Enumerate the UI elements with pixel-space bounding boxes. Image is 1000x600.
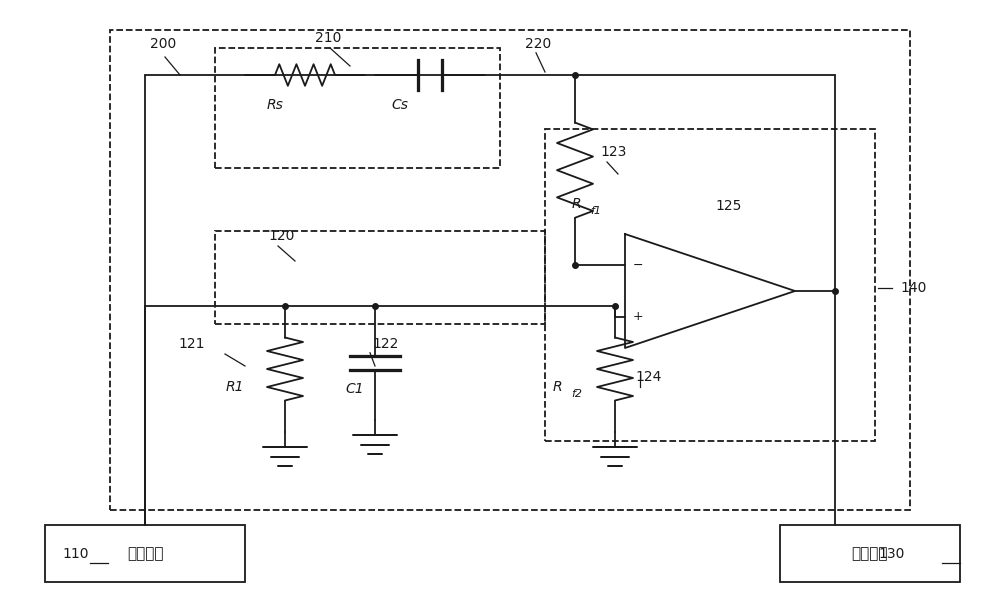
Text: +: + bbox=[633, 310, 644, 323]
Text: 220: 220 bbox=[525, 37, 551, 51]
Text: 信号产生: 信号产生 bbox=[127, 546, 163, 562]
Text: −: − bbox=[633, 259, 644, 272]
Text: R1: R1 bbox=[226, 380, 244, 394]
Text: Rs: Rs bbox=[267, 98, 283, 112]
Text: R: R bbox=[572, 197, 582, 211]
Text: 123: 123 bbox=[600, 145, 626, 159]
Text: 200: 200 bbox=[150, 37, 176, 51]
Bar bbox=[45, 525, 245, 582]
Text: f2: f2 bbox=[571, 389, 582, 399]
Text: 120: 120 bbox=[268, 229, 294, 243]
Text: 121: 121 bbox=[178, 337, 205, 351]
Text: 110: 110 bbox=[62, 547, 88, 561]
Text: 140: 140 bbox=[900, 281, 926, 295]
Text: 130: 130 bbox=[878, 547, 904, 561]
Text: 125: 125 bbox=[715, 199, 741, 213]
Text: 124: 124 bbox=[635, 370, 661, 384]
Text: f1: f1 bbox=[590, 206, 601, 216]
Text: R: R bbox=[553, 380, 563, 394]
Text: 比较判断: 比较判断 bbox=[852, 546, 888, 562]
Bar bbox=[780, 525, 960, 582]
Text: 122: 122 bbox=[372, 337, 398, 351]
Text: 210: 210 bbox=[315, 31, 341, 45]
Text: C1: C1 bbox=[346, 382, 364, 396]
Text: Cs: Cs bbox=[392, 98, 409, 112]
